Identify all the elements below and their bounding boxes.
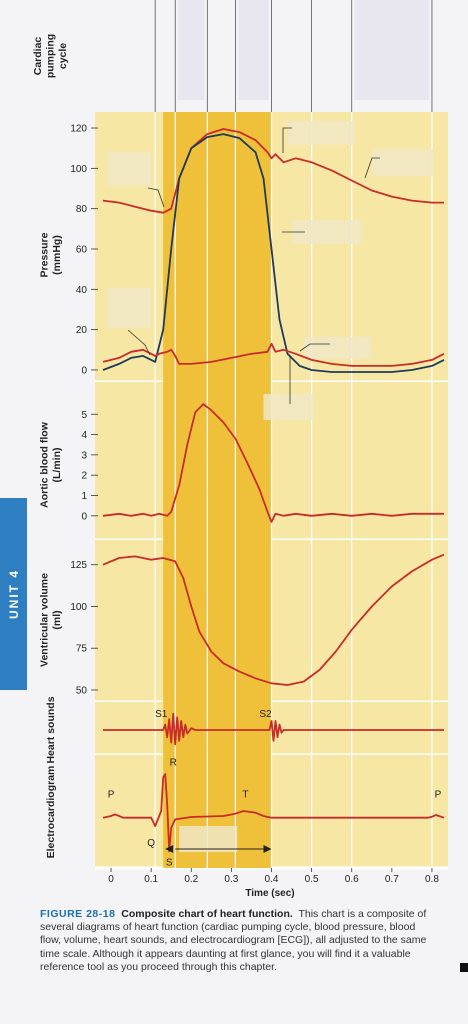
x-axis-title: Time (sec)	[245, 888, 294, 899]
aortic_flow-y-tick-label: 0	[81, 511, 87, 522]
x-tick-label: 0	[108, 874, 114, 885]
pressure-y-axis-title: Pressure(mmHg)	[39, 232, 64, 277]
x-tick-label: 0.8	[425, 874, 439, 885]
volume-y-tick-label: 75	[76, 644, 88, 655]
pointer-line	[299, 343, 330, 352]
volume-y-tick-label: 100	[70, 602, 87, 613]
x-tick-label: 0.5	[305, 874, 319, 885]
pressure-ventricular-line	[102, 133, 445, 373]
ecg-y-axis-title: Electrocardiogram	[45, 766, 57, 859]
x-tick-label: 0.2	[184, 874, 198, 885]
aortic_flow-flow-line	[102, 403, 444, 523]
axis-text: CardiacpumpingcyclePressure(mmHg)0204060…	[32, 34, 442, 885]
pressure-aortic-line	[102, 128, 444, 214]
qt-arrowhead-right	[263, 845, 272, 853]
unit-tab-label: UNIT 4	[6, 568, 21, 620]
blank-label-box	[287, 121, 356, 145]
cycle-phase-slab	[354, 0, 429, 100]
blank-label-box	[179, 826, 238, 852]
cycle-y-axis-title: Cardiacpumpingcycle	[32, 34, 69, 78]
pointer-line	[364, 157, 380, 179]
aortic_flow-y-tick-label: 3	[81, 450, 87, 461]
pressure-y-tick-label: 100	[70, 164, 87, 175]
pressure-y-tick-label: 80	[76, 204, 88, 215]
volume-y-tick-label: 125	[70, 560, 87, 571]
blank-label-box	[303, 337, 372, 359]
x-tick-label: 0.6	[345, 874, 359, 885]
pointer-line	[127, 329, 151, 356]
blank-label-box	[107, 288, 152, 328]
pressure-y-tick-label: 60	[76, 245, 88, 256]
aortic_flow-y-axis-title: Aortic blood flow(L/min)	[39, 421, 64, 508]
pressure-y-tick-label: 20	[76, 325, 88, 336]
x-tick-label: 0.3	[224, 874, 238, 885]
page-corner-mark	[460, 963, 468, 972]
heart_sounds-sound-line	[103, 712, 444, 746]
heart_sounds-label-S2: S2	[259, 709, 272, 720]
x-tick-label: 0.1	[144, 874, 158, 885]
x-tick-label: 0.7	[385, 874, 399, 885]
pressure-y-tick-label: 120	[70, 124, 87, 135]
heart_sounds-systole-band	[163, 702, 272, 755]
volume-y-tick-label: 50	[76, 685, 88, 696]
ecg-label-S: S	[166, 857, 173, 868]
blank-label-box	[371, 149, 434, 176]
aortic_flow-y-tick-label: 4	[81, 430, 87, 441]
aortic_flow-systole-band	[163, 382, 272, 540]
cycle-phase-slab	[178, 0, 205, 100]
data-series	[102, 128, 445, 853]
pointer-line	[282, 127, 292, 153]
aortic_flow-y-tick-label: 5	[81, 410, 87, 421]
ecg-ecg-line	[102, 773, 445, 853]
ecg-label-T: T	[242, 789, 248, 800]
figure-caption: FIGURE 28-18 Composite chart of heart fu…	[40, 908, 428, 974]
heart_sounds-y-axis-title: Heart sounds	[45, 696, 57, 763]
blank-label-box	[263, 394, 314, 420]
pointer-lines	[127, 127, 380, 853]
pointer-line	[147, 187, 165, 208]
ecg-label-P: P	[108, 789, 115, 800]
cycle-phase-slab	[238, 0, 269, 100]
ecg-label-P: P	[435, 789, 442, 800]
pressure-systole-band	[163, 112, 272, 382]
figure-number: FIGURE 28-18	[40, 908, 116, 920]
aortic_flow-y-tick-label: 2	[81, 471, 87, 482]
heart_sounds-label-S1: S1	[155, 709, 168, 720]
volume-systole-band	[163, 540, 272, 702]
blank-label-boxes	[107, 121, 434, 852]
pressure-atrial-line	[102, 342, 445, 367]
unit-tab: UNIT 4	[0, 498, 27, 690]
ecg-label-Q: Q	[147, 838, 155, 849]
pressure-y-tick-label: 40	[76, 285, 88, 296]
volume-volume-line	[102, 553, 445, 686]
figure-caption-body: This chart is a composite of several dia…	[40, 908, 427, 973]
qt-arrowhead-left	[165, 845, 174, 853]
pressure-y-tick-label: 0	[81, 365, 87, 376]
ecg-label-R: R	[170, 757, 177, 768]
systole-band	[163, 112, 272, 868]
blank-label-box	[107, 152, 152, 186]
volume-y-axis-title: Ventricular volume(ml)	[39, 573, 64, 667]
aortic_flow-y-tick-label: 1	[81, 491, 87, 502]
x-tick-label: 0.4	[265, 874, 279, 885]
figure-title: Composite chart of heart function.	[121, 908, 293, 920]
